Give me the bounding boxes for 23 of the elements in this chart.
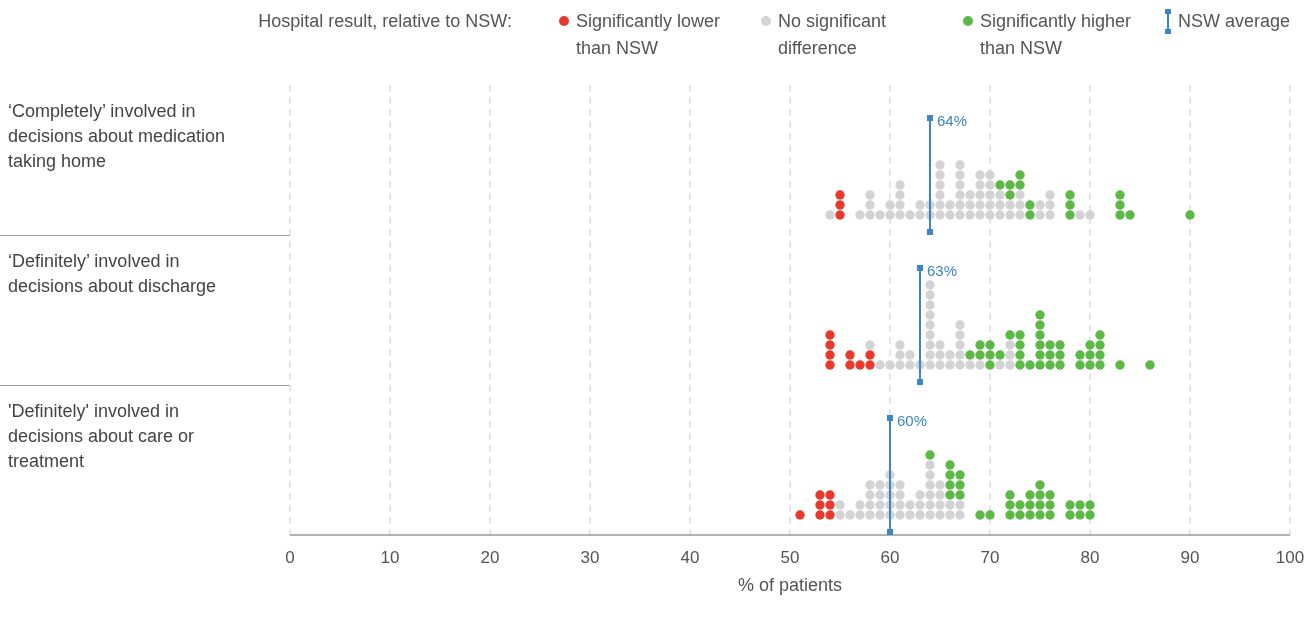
x-tick-label: 30 bbox=[580, 548, 600, 568]
legend-label: Significantly lower than NSW bbox=[575, 10, 721, 60]
data-label: 63% bbox=[927, 262, 958, 279]
x-tick-label: 90 bbox=[1180, 548, 1200, 568]
x-tick-label: 40 bbox=[680, 548, 700, 568]
x-tick-label: 60 bbox=[880, 548, 900, 568]
data-label: 60% bbox=[897, 412, 928, 429]
x-tick-label: 80 bbox=[1080, 548, 1100, 568]
legend-title: Hospital result, relative to NSW: bbox=[258, 10, 512, 33]
x-tick-label: 10 bbox=[380, 548, 400, 568]
legend-label: No significant difference bbox=[777, 10, 887, 60]
y-tick-label: ‘Completely’ involved in decisions about medication taking home bbox=[8, 100, 227, 173]
legend-label: NSW average bbox=[1177, 10, 1290, 33]
y-tick-label: ‘Definitely’ involved in decisions about discharge bbox=[8, 250, 218, 298]
legend-label: Significantly higher than NSW bbox=[979, 10, 1133, 60]
y-tick-label: 'Definitely' involved in decisions about care or treatment bbox=[8, 400, 196, 473]
x-axis-title: % of patients bbox=[736, 575, 844, 596]
x-tick-label: 20 bbox=[480, 548, 500, 568]
x-tick-label: 100 bbox=[1275, 548, 1305, 568]
x-tick-label: 70 bbox=[980, 548, 1000, 568]
data-label: 64% bbox=[937, 112, 968, 129]
x-tick-label: 0 bbox=[285, 548, 295, 568]
x-tick-label: 50 bbox=[780, 548, 800, 568]
